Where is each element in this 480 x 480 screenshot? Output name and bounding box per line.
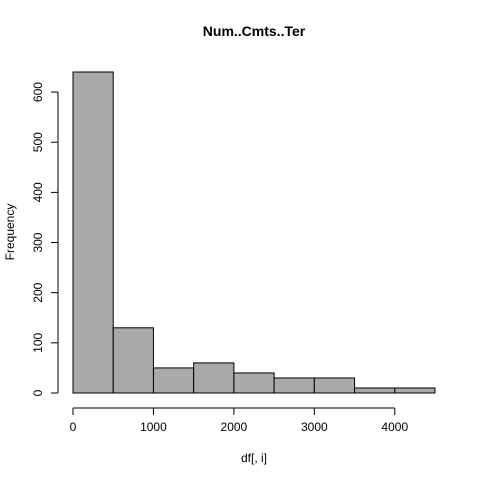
y-tick-label: 600 — [31, 82, 45, 102]
histogram-bar — [72, 71, 114, 394]
x-axis: 0 1000 2000 3000 4000 — [70, 407, 408, 434]
y-axis-label: Frequency — [3, 204, 17, 261]
histogram-bar — [193, 362, 235, 394]
x-axis-label: df[, i] — [241, 451, 267, 465]
chart-title: Num..Cmts..Ter — [203, 23, 306, 39]
y-tick-label: 0 — [31, 389, 45, 396]
histogram-bar — [112, 327, 154, 394]
x-tick-label: 0 — [70, 420, 77, 434]
y-axis: 0 100 200 300 400 500 600 — [31, 82, 59, 396]
y-tick-label: 300 — [31, 232, 45, 252]
histogram-bar — [273, 377, 315, 394]
histogram-bar — [152, 367, 195, 394]
x-tick-label: 4000 — [381, 420, 408, 434]
bars-group — [72, 71, 436, 394]
x-tick-label: 3000 — [301, 420, 328, 434]
y-tick-label: 200 — [31, 282, 45, 302]
y-tick-label: 400 — [31, 182, 45, 202]
x-tick-label: 1000 — [140, 420, 167, 434]
histogram-bar — [354, 387, 396, 394]
histogram-bar — [313, 377, 356, 394]
histogram-bar — [233, 372, 275, 394]
y-tick-label: 500 — [31, 132, 45, 152]
histogram-bar — [394, 387, 436, 394]
y-tick-label: 100 — [31, 333, 45, 353]
x-tick-label: 2000 — [221, 420, 248, 434]
